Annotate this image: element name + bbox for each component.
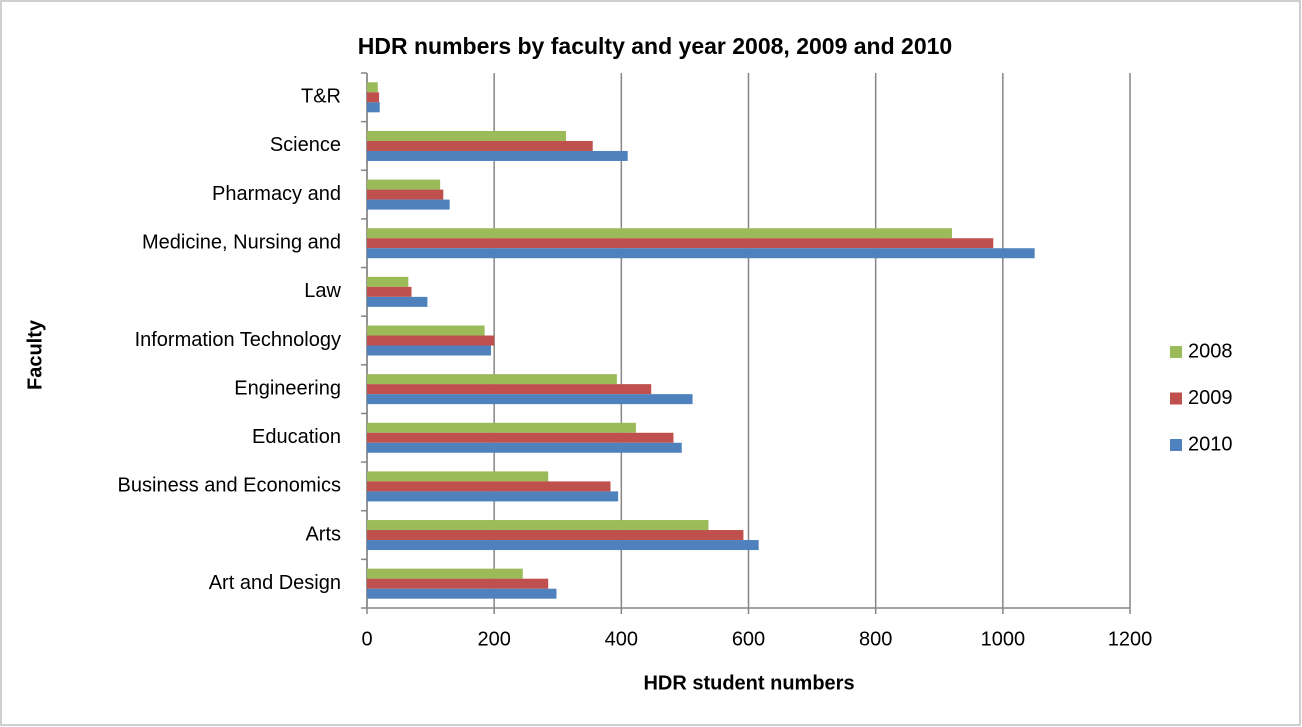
bar xyxy=(367,481,611,492)
bar xyxy=(367,286,412,297)
bar xyxy=(367,422,636,433)
y-tick-label: Art and Design xyxy=(209,572,341,594)
bar xyxy=(367,228,952,239)
y-tick-label: Pharmacy and xyxy=(212,183,341,205)
x-tick-label: 1200 xyxy=(1108,628,1153,650)
y-axis-title: Faculty xyxy=(24,319,46,390)
legend-label: 2009 xyxy=(1188,387,1233,409)
bar xyxy=(367,150,628,161)
bar xyxy=(367,374,617,385)
bar xyxy=(367,345,491,356)
bar xyxy=(367,325,485,336)
legend-swatch xyxy=(1170,392,1182,405)
bar xyxy=(367,588,557,599)
bar xyxy=(367,578,549,589)
bar xyxy=(367,82,378,93)
bar xyxy=(367,471,549,482)
x-tick-label: 800 xyxy=(859,628,892,650)
bar xyxy=(367,248,1035,259)
x-tick-label: 400 xyxy=(605,628,638,650)
legend-label: 2008 xyxy=(1188,340,1233,362)
bar xyxy=(367,520,709,531)
legend-label: 2010 xyxy=(1188,433,1233,455)
x-tick-label: 1000 xyxy=(981,628,1026,650)
legend-swatch xyxy=(1170,439,1182,451)
y-tick-label: Arts xyxy=(305,523,341,545)
chart-title: HDR numbers by faculty and year 2008, 20… xyxy=(358,33,952,59)
bar xyxy=(367,540,759,551)
y-tick-label: Science xyxy=(270,134,341,156)
bar xyxy=(367,384,652,395)
y-tick-label: Engineering xyxy=(234,377,341,399)
bar xyxy=(367,102,380,113)
bar xyxy=(367,179,441,190)
x-tick-label: 600 xyxy=(732,628,765,650)
bar xyxy=(367,189,444,200)
x-axis-title: HDR student numbers xyxy=(643,672,854,694)
y-tick-label: Business and Economics xyxy=(118,475,341,497)
bar xyxy=(367,568,523,579)
bar xyxy=(367,92,380,103)
bar xyxy=(367,140,593,151)
y-tick-label: Law xyxy=(304,280,341,302)
legend-swatch xyxy=(1170,346,1182,358)
y-tick-label: T&R xyxy=(301,86,341,108)
x-tick-label: 200 xyxy=(477,628,510,650)
x-tick-label: 0 xyxy=(361,628,372,650)
bar xyxy=(367,491,619,502)
bar xyxy=(367,199,450,210)
bar xyxy=(367,130,567,141)
bar xyxy=(367,530,744,541)
bar xyxy=(367,394,693,405)
bar xyxy=(367,432,674,443)
bar xyxy=(367,442,682,453)
bar xyxy=(367,238,994,249)
bar xyxy=(367,276,409,287)
bar xyxy=(367,335,495,346)
y-tick-label: Medicine, Nursing and xyxy=(142,232,341,254)
y-tick-label: Education xyxy=(252,426,341,448)
bar xyxy=(367,296,428,307)
y-tick-label: Information Technology xyxy=(135,329,341,351)
